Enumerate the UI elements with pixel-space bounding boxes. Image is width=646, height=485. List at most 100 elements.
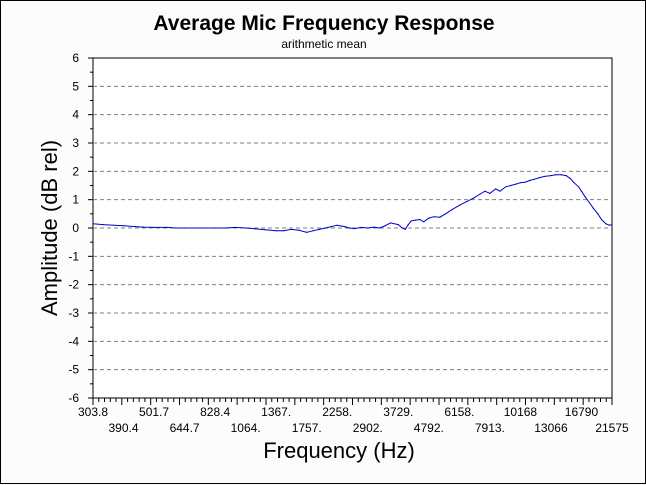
data-point (499, 190, 501, 192)
x-tick-label: 10168 (504, 405, 538, 419)
chart-subtitle: arithmetic mean (281, 37, 366, 51)
y-tick-label: -6 (68, 391, 79, 405)
data-point (166, 226, 169, 229)
y-tick-label: 6 (72, 51, 79, 65)
data-point (543, 175, 546, 178)
x-tick-label: 7913. (475, 421, 505, 435)
data-point (330, 225, 332, 228)
data-point (605, 223, 607, 225)
data-point (194, 227, 196, 229)
data-point (360, 226, 362, 229)
y-tick-label: 5 (72, 79, 79, 93)
data-point (419, 218, 421, 221)
data-point (404, 228, 406, 231)
data-point (433, 216, 435, 218)
x-tick-label: 1757. (292, 421, 322, 435)
data-point (389, 222, 392, 224)
data-point (495, 188, 497, 190)
data-point (290, 228, 293, 231)
data-point (565, 174, 567, 177)
x-tick-label: 501.7 (139, 405, 169, 419)
grid-lines (93, 85, 612, 371)
x-tick-label: 1064. (231, 421, 261, 435)
data-point (444, 213, 447, 215)
data-point (367, 227, 369, 229)
data-point (510, 184, 512, 187)
data-point (423, 221, 425, 223)
data-point (142, 226, 145, 228)
data-point (282, 230, 284, 232)
x-tick-label: 828.4 (200, 405, 230, 419)
data-point (312, 230, 314, 232)
data-point (415, 219, 417, 221)
data-point (489, 192, 491, 195)
data-point (349, 227, 351, 229)
data-point (560, 174, 562, 176)
y-axis-ticks: 6 5 4 3 2 1 0 -1 -2 -3 -4 -5 -6 (68, 51, 93, 405)
data-point (519, 182, 522, 184)
data-point (555, 174, 557, 176)
data-point (479, 193, 481, 195)
data-point (538, 176, 541, 179)
data-point (584, 196, 586, 198)
x-tick-label: 303.8 (78, 405, 108, 419)
data-point (175, 227, 177, 229)
y-tick-label: -2 (68, 278, 79, 292)
data-point (245, 227, 247, 229)
data-point (439, 216, 441, 218)
data-point (324, 227, 327, 229)
data-point (588, 201, 590, 204)
data-point (254, 228, 256, 230)
data-point (569, 177, 571, 180)
data-point (214, 227, 216, 229)
x-axis-ticks: 303.8390.4501.7644.7828.41064.1367.1757.… (78, 398, 629, 435)
data-point (458, 204, 460, 206)
data-point (336, 224, 338, 226)
y-tick-label: 2 (72, 164, 79, 178)
data-point (608, 224, 610, 226)
data-point (275, 230, 277, 232)
data-point (113, 224, 115, 226)
x-tick-label: 1367. (261, 405, 291, 419)
data-point (264, 229, 266, 231)
x-tick-label: 3729. (383, 405, 413, 419)
data-point (204, 227, 206, 229)
data-point (306, 231, 308, 233)
y-tick-label: 4 (72, 108, 79, 122)
data-point (533, 178, 535, 180)
data-point (379, 227, 381, 229)
data-point (611, 224, 613, 226)
data-point (234, 226, 237, 229)
data-point (465, 201, 467, 203)
x-tick-label: 21575 (595, 421, 629, 435)
data-point (515, 183, 517, 185)
data-point (134, 225, 136, 228)
data-point (529, 179, 531, 181)
data-point (410, 220, 412, 222)
data-point (600, 218, 603, 221)
data-point (578, 186, 580, 188)
y-tick-label: -1 (68, 249, 79, 263)
x-tick-label: 4792. (414, 421, 444, 435)
x-tick-label: 2258. (322, 405, 352, 419)
data-point (184, 227, 186, 229)
data-point (580, 190, 583, 192)
data-point (224, 227, 226, 229)
x-tick-label: 644.7 (170, 421, 200, 435)
data-point (484, 190, 486, 192)
data-point (592, 207, 594, 209)
data-point (153, 226, 155, 229)
data-point (472, 197, 474, 199)
data-point (401, 227, 403, 229)
data-point (373, 226, 375, 228)
data-point (318, 228, 320, 231)
series-layer (92, 174, 613, 233)
data-point (573, 182, 575, 184)
data-point (353, 227, 355, 230)
y-tick-label: -5 (68, 363, 79, 377)
data-point (451, 208, 453, 211)
y-axis-title: Amplitude (dB rel) (37, 140, 62, 316)
x-tick-label: 16790 (565, 405, 599, 419)
x-tick-label: 390.4 (109, 421, 139, 435)
